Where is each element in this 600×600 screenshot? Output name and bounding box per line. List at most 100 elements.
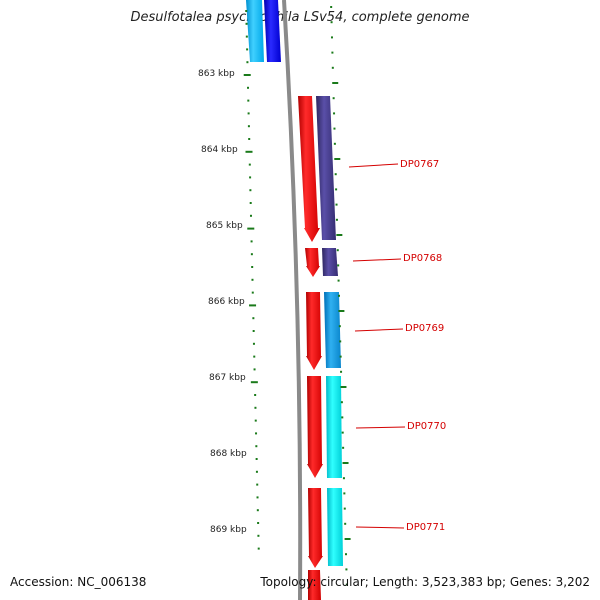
outer-track-tick [342, 462, 349, 464]
ruler-minor-tick [257, 522, 260, 524]
outer-track-tick [343, 507, 346, 510]
outer-track-tick [335, 218, 338, 221]
ruler-minor-tick [245, 10, 248, 12]
outer-track-tick [333, 127, 336, 130]
ruler-minor-tick [247, 86, 250, 89]
leader-line-dp0771 [355, 526, 405, 529]
topology-text: Topology: circular; Length: 3,523,383 bp… [260, 575, 590, 589]
outer-track-tick [341, 416, 344, 419]
ruler-major-tick [247, 227, 255, 230]
outer-track-tick [335, 203, 338, 206]
gene-bar-dp0767[interactable] [316, 96, 336, 240]
outer-track-tick [336, 234, 343, 236]
kbp-label-867: 867 kbp [209, 373, 246, 383]
kbp-label-866: 866 kbp [208, 297, 245, 307]
ruler-minor-tick [252, 330, 255, 332]
ruler-minor-tick [250, 253, 253, 256]
outer-track-tick [342, 477, 345, 480]
ruler-minor-tick [248, 138, 251, 140]
ruler-minor-tick [249, 176, 252, 179]
outer-track-tick [340, 401, 343, 404]
outer-track-tick [331, 66, 334, 69]
kbp-label-864: 864 kbp [201, 145, 238, 155]
ruler-minor-tick [251, 278, 254, 281]
cds-arrow-dp0769[interactable] [306, 292, 322, 370]
ruler-minor-tick [249, 189, 252, 192]
cds-arrow-dp0770[interactable] [307, 376, 323, 478]
outer-track-tick [331, 51, 334, 54]
accession-text: Accession: NC_006138 [10, 575, 147, 589]
outer-track-tick [344, 538, 351, 540]
gene-bar-dp0770[interactable] [326, 376, 342, 478]
outer-dotted-track [330, 6, 351, 586]
ruler-minor-tick [255, 470, 258, 473]
cds-arrow-dp0767[interactable] [298, 96, 320, 242]
ruler-minor-tick [245, 22, 248, 25]
ruler-minor-tick [257, 547, 260, 550]
gene-bar-dp0771[interactable] [327, 488, 343, 566]
ruler-major-tick [245, 150, 253, 153]
ruler-minor-tick [254, 394, 257, 396]
outer-track-tick [338, 325, 341, 328]
outer-track-tick [340, 386, 347, 388]
leader-line-dp0770 [355, 426, 406, 429]
outer-track-tick [332, 97, 335, 100]
outer-track-tick [330, 6, 333, 8]
ruler-minor-tick [253, 368, 256, 371]
ruler-minor-tick [247, 125, 250, 128]
gene-partial-top-light-blue[interactable] [246, 0, 264, 62]
ruler-minor-tick [249, 202, 252, 204]
outer-track-tick [340, 370, 343, 373]
outer-track-tick [339, 340, 342, 343]
outer-track-tick [337, 294, 340, 297]
ruler-minor-tick [255, 432, 258, 435]
ruler-minor-tick [246, 61, 249, 64]
kbp-label-863: 863 kbp [198, 69, 235, 79]
gene-label-dp0771[interactable]: DP0771 [406, 522, 445, 533]
outer-track-tick [334, 158, 341, 160]
gene-bar-dp0769[interactable] [324, 292, 341, 368]
outer-track-tick [344, 522, 347, 525]
ruler-minor-tick [249, 214, 252, 217]
leader-line-dp0767 [348, 163, 399, 168]
outer-track-tick [345, 568, 348, 571]
ruler-major-tick [243, 74, 251, 76]
outer-track-tick [345, 553, 348, 556]
gene-label-dp0769[interactable]: DP0769 [405, 323, 444, 334]
ruler-minor-tick [254, 419, 257, 422]
outer-track-tick [345, 583, 348, 586]
ruler-minor-tick [245, 35, 248, 38]
outer-track-tick [330, 36, 333, 39]
gene-label-dp0768[interactable]: DP0768 [403, 253, 442, 264]
outer-track-tick [334, 173, 337, 176]
cds-arrow-dp0771[interactable] [308, 488, 323, 568]
outer-track-tick [333, 142, 336, 145]
kbp-label-869: 869 kbp [210, 525, 247, 535]
ruler-minor-tick [246, 48, 249, 51]
ruler-minor-tick [256, 509, 259, 512]
ruler-minor-tick [251, 291, 254, 294]
ruler-minor-tick [247, 112, 250, 115]
gene-label-dp0767[interactable]: DP0767 [400, 159, 439, 170]
ruler-minor-tick [252, 342, 255, 345]
gene-bar-dp0768[interactable] [322, 248, 338, 276]
ruler-minor-tick [250, 240, 253, 243]
ruler-major-tick [249, 304, 257, 307]
gene-label-dp0770[interactable]: DP0770 [407, 421, 446, 432]
gene-partial-top-deep-blue[interactable] [264, 0, 281, 62]
outer-track-tick [337, 279, 340, 282]
ruler-major-tick [250, 381, 258, 384]
cds-arrow-partial-bottom[interactable] [308, 570, 321, 600]
outer-track-tick [332, 82, 339, 84]
outer-track-tick [342, 446, 345, 449]
outer-track-tick [335, 188, 338, 191]
cds-arrow-dp0768[interactable] [305, 248, 320, 277]
ruler-minor-tick [256, 483, 259, 486]
ruler-minor-tick [247, 99, 250, 102]
ruler-minor-tick [255, 445, 258, 448]
outer-track-tick [341, 431, 344, 434]
outer-track-tick [338, 310, 345, 312]
kbp-ruler [243, 10, 260, 550]
leader-line-dp0769 [354, 328, 404, 332]
